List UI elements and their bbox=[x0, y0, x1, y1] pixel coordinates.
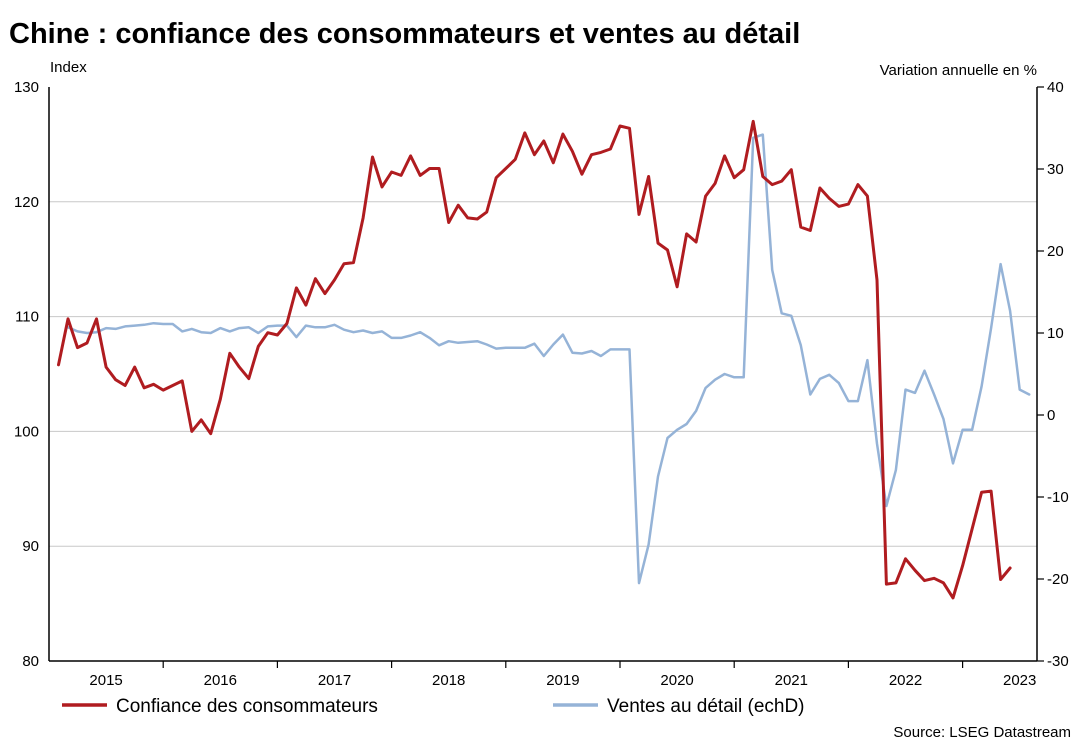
left-axis-ticks: 80 90 100 110 120 130 bbox=[14, 79, 39, 670]
left-tick-label: 90 bbox=[22, 538, 39, 555]
source-note: Source: LSEG Datastream bbox=[893, 724, 1071, 741]
left-tick-label: 110 bbox=[15, 309, 39, 326]
left-tick-label: 100 bbox=[14, 423, 39, 440]
x-tick-label: 2015 bbox=[89, 672, 122, 689]
right-tick-label: 30 bbox=[1047, 161, 1064, 178]
x-tick-label: 2023 bbox=[1003, 672, 1036, 689]
right-tick-label: -30 bbox=[1047, 653, 1069, 670]
right-axis-label: Variation annuelle en % bbox=[880, 62, 1037, 79]
left-axis-label: Index bbox=[50, 59, 87, 76]
right-axis-ticks: -30 -20 -10 0 10 20 30 40 bbox=[1037, 79, 1069, 670]
legend: Confiance des consommateurs Ventes au dé… bbox=[62, 696, 805, 717]
x-tick-label: 2016 bbox=[204, 672, 237, 689]
legend-label-confiance: Confiance des consommateurs bbox=[116, 696, 378, 717]
x-axis-ticks: 2015 2016 2017 2018 2019 2020 2021 2022 2023 bbox=[89, 661, 1036, 689]
right-tick-label: 10 bbox=[1047, 325, 1064, 342]
right-tick-label: -10 bbox=[1047, 489, 1069, 506]
chart-title: Chine : confiance des consommateurs et v… bbox=[9, 18, 800, 50]
x-tick-label: 2018 bbox=[432, 672, 465, 689]
legend-label-ventes: Ventes au détail (echD) bbox=[607, 696, 805, 717]
series-lines bbox=[57, 119, 1031, 600]
right-tick-label: 40 bbox=[1047, 79, 1064, 96]
x-tick-label: 2022 bbox=[889, 672, 922, 689]
gridlines bbox=[49, 201, 1037, 547]
series-line-confiance bbox=[57, 119, 1012, 600]
x-tick-label: 2021 bbox=[775, 672, 808, 689]
right-tick-label: 20 bbox=[1047, 243, 1064, 260]
left-tick-label: 80 bbox=[22, 653, 39, 670]
right-tick-label: 0 bbox=[1047, 407, 1055, 424]
x-tick-label: 2020 bbox=[660, 672, 693, 689]
x-tick-label: 2019 bbox=[546, 672, 579, 689]
left-tick-label: 120 bbox=[14, 194, 39, 211]
x-tick-label: 2017 bbox=[318, 672, 351, 689]
right-tick-label: -20 bbox=[1047, 571, 1069, 588]
series-line-ventes bbox=[66, 133, 1031, 585]
left-tick-label: 130 bbox=[14, 79, 39, 96]
axes bbox=[48, 87, 1038, 662]
